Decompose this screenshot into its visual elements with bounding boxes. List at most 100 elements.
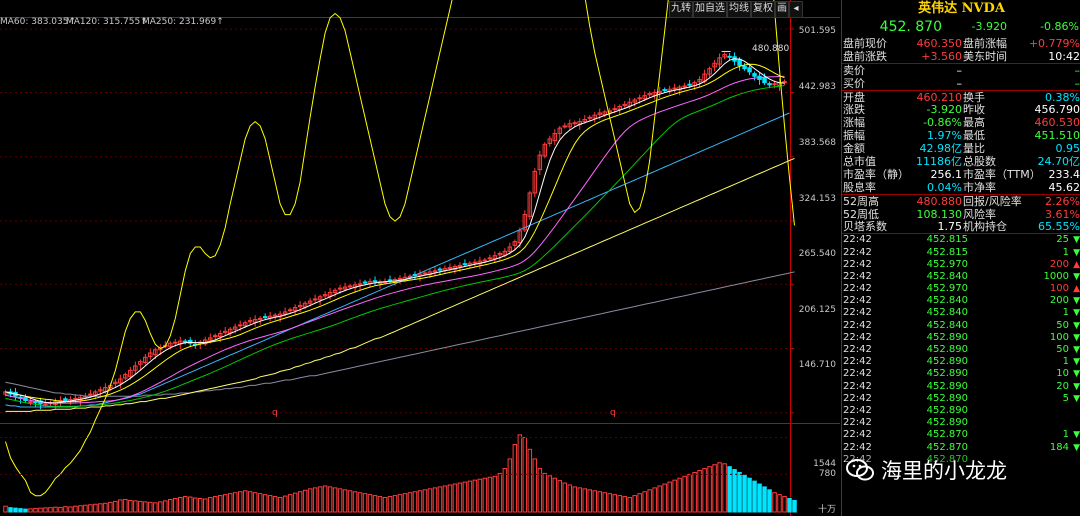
tick-row: 22:42 452.840 1 ▼	[842, 307, 1080, 319]
candle-body	[537, 154, 543, 171]
earnings-marker[interactable]: q	[272, 408, 278, 418]
candle-body	[232, 326, 238, 330]
candle-body	[717, 57, 722, 65]
volume-axis-label: 780	[818, 469, 836, 479]
candle-body	[737, 58, 742, 66]
candle-body	[387, 279, 393, 282]
candle-body	[622, 103, 627, 107]
candle-body	[767, 83, 772, 86]
candle-body	[707, 68, 712, 75]
tick-row: 22:42 452.970 100 ▲	[842, 283, 1080, 295]
tick-row: 22:42 452.890 20 ▼	[842, 381, 1080, 393]
tick-row: 22:42 452.890	[842, 405, 1080, 417]
tick-volume: 100	[1049, 283, 1069, 295]
volume-bar	[103, 502, 108, 513]
stat-value: 480.880	[916, 194, 963, 208]
tick-time: 22:42	[843, 307, 872, 319]
draw-button[interactable]: 画	[775, 1, 789, 18]
volume-bar	[277, 497, 283, 513]
volume-bar	[442, 485, 448, 513]
down-arrow-icon: ▼	[1073, 430, 1080, 441]
volume-bar	[717, 462, 722, 513]
candle-body	[247, 320, 253, 323]
tick-volume: 184	[1049, 441, 1069, 453]
price-axis-label: 501.595	[798, 26, 836, 36]
nine-turn-button[interactable]: 九转	[669, 1, 693, 18]
ma5-line	[5, 58, 785, 404]
volume-bar	[297, 491, 303, 513]
volume-bar	[287, 494, 293, 513]
volume-bar	[692, 471, 697, 513]
candle-body	[722, 54, 727, 58]
price-axis-label: 383.568	[798, 138, 836, 148]
stock-name: 英伟达 NVDA	[918, 1, 1005, 16]
volume-bar	[163, 500, 168, 513]
candle-body	[118, 378, 123, 384]
tick-volume: 200	[1049, 258, 1069, 270]
candle-body	[567, 123, 573, 128]
volume-bar	[138, 500, 143, 513]
volume-bar	[492, 475, 498, 513]
stat-label: 市盈率（静）	[843, 167, 909, 181]
volume-bar	[28, 508, 33, 513]
volume-bar	[792, 499, 797, 513]
stat-value: 65.55%	[1038, 220, 1080, 234]
down-arrow-icon: ▼	[1073, 442, 1080, 453]
volume-bar	[397, 494, 403, 513]
tick-row: 22:42 452.840 1000 ▼	[842, 271, 1080, 283]
stat-value: –	[956, 76, 963, 90]
volume-bar	[108, 501, 113, 513]
earnings-marker[interactable]: q	[610, 408, 616, 418]
volume-bar	[557, 480, 563, 513]
stat-label: 昨收	[963, 103, 985, 117]
candle-body	[3, 391, 8, 395]
volume-bar	[547, 475, 553, 513]
stat-row: 金额 42.98亿 量比 0.95	[842, 142, 1080, 155]
volume-bar	[337, 488, 343, 513]
volume-bar	[757, 483, 762, 513]
stat-value: 108.130	[916, 207, 963, 221]
add-watchlist-button[interactable]: 加自选	[693, 1, 727, 18]
tick-volume: 1	[1062, 307, 1069, 319]
volume-bar	[377, 496, 383, 513]
volume-bar	[252, 492, 258, 513]
tick-time: 22:42	[843, 392, 872, 404]
candle-body	[447, 267, 453, 270]
volume-bar	[247, 491, 253, 513]
stat-row: 买价 – –	[842, 77, 1080, 90]
ma250-legend: MA250: 231.969↑	[142, 17, 224, 27]
volume-bar	[93, 503, 98, 513]
expand-icon[interactable]: ◂	[789, 1, 803, 18]
volume-bar	[372, 495, 378, 513]
volume-bar	[772, 492, 777, 513]
volume-bar	[582, 488, 588, 513]
volume-bar	[787, 497, 792, 513]
kline-chart-svg[interactable]	[0, 0, 840, 516]
volume-bar	[118, 499, 123, 513]
tick-price: 452.970	[926, 258, 968, 270]
ma-settings-button[interactable]: 均线	[727, 1, 751, 18]
volume-bar	[437, 486, 443, 513]
candle-body	[153, 349, 158, 356]
tick-price: 452.890	[926, 404, 968, 416]
tick-list[interactable]: 22:42 452.815 25 ▼ 22:42 452.815 1 ▼ 22:42 452.97…	[842, 233, 1080, 466]
down-arrow-icon: ▼	[1073, 357, 1080, 368]
adjust-button[interactable]: 复权	[751, 1, 775, 18]
ma20-line	[5, 75, 785, 404]
volume-bar	[422, 489, 428, 513]
volume-bar	[262, 494, 268, 513]
stat-value: 2.26%	[1045, 194, 1080, 208]
candle-body	[332, 289, 338, 293]
stat-label: 股息率	[843, 180, 876, 194]
volume-bar	[73, 505, 78, 513]
volume-bar	[567, 484, 573, 513]
volume-bar	[617, 495, 622, 513]
price-axis-label: 206.125	[798, 305, 836, 315]
volume-bar	[13, 507, 18, 513]
candle-body	[212, 335, 218, 338]
stat-label	[962, 64, 1027, 77]
stat-value: 10:42	[1048, 49, 1080, 63]
volume-bar	[128, 499, 133, 513]
volume-bar	[342, 489, 348, 513]
kline-chart-area[interactable]: MA60: 383.035↑ MA120: 315.755↑ MA250: 23…	[0, 0, 840, 516]
